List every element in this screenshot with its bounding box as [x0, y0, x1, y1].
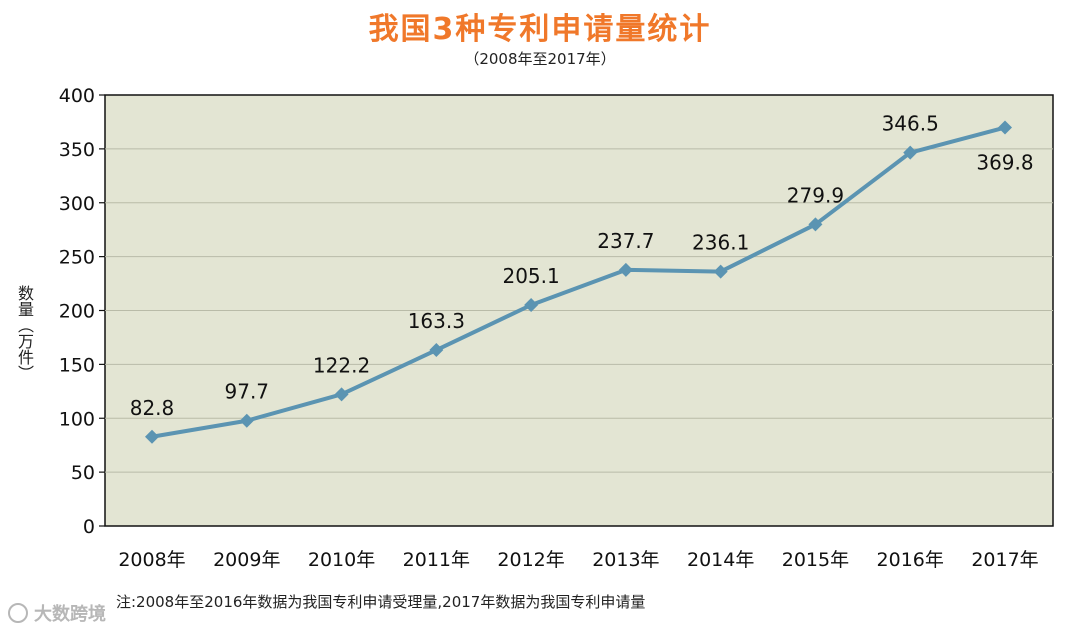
x-tick-label: 2015年 [782, 549, 849, 571]
series-polyline [151, 125, 1006, 439]
data-point [524, 298, 539, 313]
y-tick-label: 300 [59, 193, 95, 215]
data-label: 369.8 [976, 151, 1033, 175]
data-point [998, 120, 1012, 135]
x-tick-label: 2014年 [687, 549, 754, 571]
chart-subtitle: （2008年至2017年） [464, 50, 616, 68]
watermark: 大数跨境 [8, 600, 106, 626]
grid-lines [105, 148, 1053, 473]
data-label: 163.3 [408, 309, 465, 333]
logo-icon [8, 603, 28, 623]
data-point [429, 343, 444, 358]
y-axis-ticks: 0 50 100 150 200 250 300 350 400 [59, 85, 105, 538]
data-label: 97.7 [225, 380, 270, 404]
y-tick-label: 350 [59, 139, 95, 161]
data-point [903, 145, 918, 160]
data-label: 279.9 [787, 183, 844, 207]
footnote: 注:2008年至2016年数据为我国专利申请受理量,2017年数据为我国专利申请… [116, 593, 646, 611]
x-tick-label: 2017年 [971, 549, 1038, 571]
data-label: 236.1 [692, 231, 749, 255]
data-point [713, 264, 728, 279]
x-tick-label: 2008年 [118, 549, 185, 571]
data-point [808, 217, 823, 232]
y-tick-label: 250 [59, 247, 95, 269]
x-tick-label: 2010年 [308, 549, 375, 571]
y-tick-label: 100 [59, 408, 95, 430]
x-tick-label: 2013年 [592, 549, 659, 571]
x-axis-ticks: 2008年 2009年 2010年 2011年 2012年 2013年 2014年 2015年… [118, 549, 1038, 571]
data-labels: 82.8 97.7 122.2 163.3 205.1 237.7 236.1 279.9 34… [130, 112, 1034, 420]
x-tick-label: 2012年 [497, 549, 564, 571]
y-tick-label: 400 [59, 85, 95, 107]
data-label: 205.1 [502, 264, 559, 288]
data-point [239, 413, 254, 428]
x-tick-label: 2009年 [213, 549, 280, 571]
series-line [145, 120, 1012, 444]
chart-title: 我国3种专利申请量统计 [368, 12, 712, 47]
data-label: 82.8 [130, 396, 175, 420]
y-tick-label: 200 [59, 301, 95, 323]
watermark-text: 大数跨境 [34, 604, 106, 625]
data-point [618, 262, 633, 277]
data-point [145, 429, 159, 444]
data-label: 346.5 [882, 112, 939, 136]
y-axis-label: 数量（万件） [15, 285, 34, 381]
y-tick-label: 50 [71, 462, 95, 484]
data-label: 237.7 [597, 229, 654, 253]
x-tick-label: 2016年 [877, 549, 944, 571]
y-tick-label: 0 [83, 516, 95, 538]
data-point [334, 387, 349, 402]
y-tick-label: 150 [59, 354, 95, 376]
data-label: 122.2 [313, 353, 370, 377]
x-tick-label: 2011年 [403, 549, 470, 571]
